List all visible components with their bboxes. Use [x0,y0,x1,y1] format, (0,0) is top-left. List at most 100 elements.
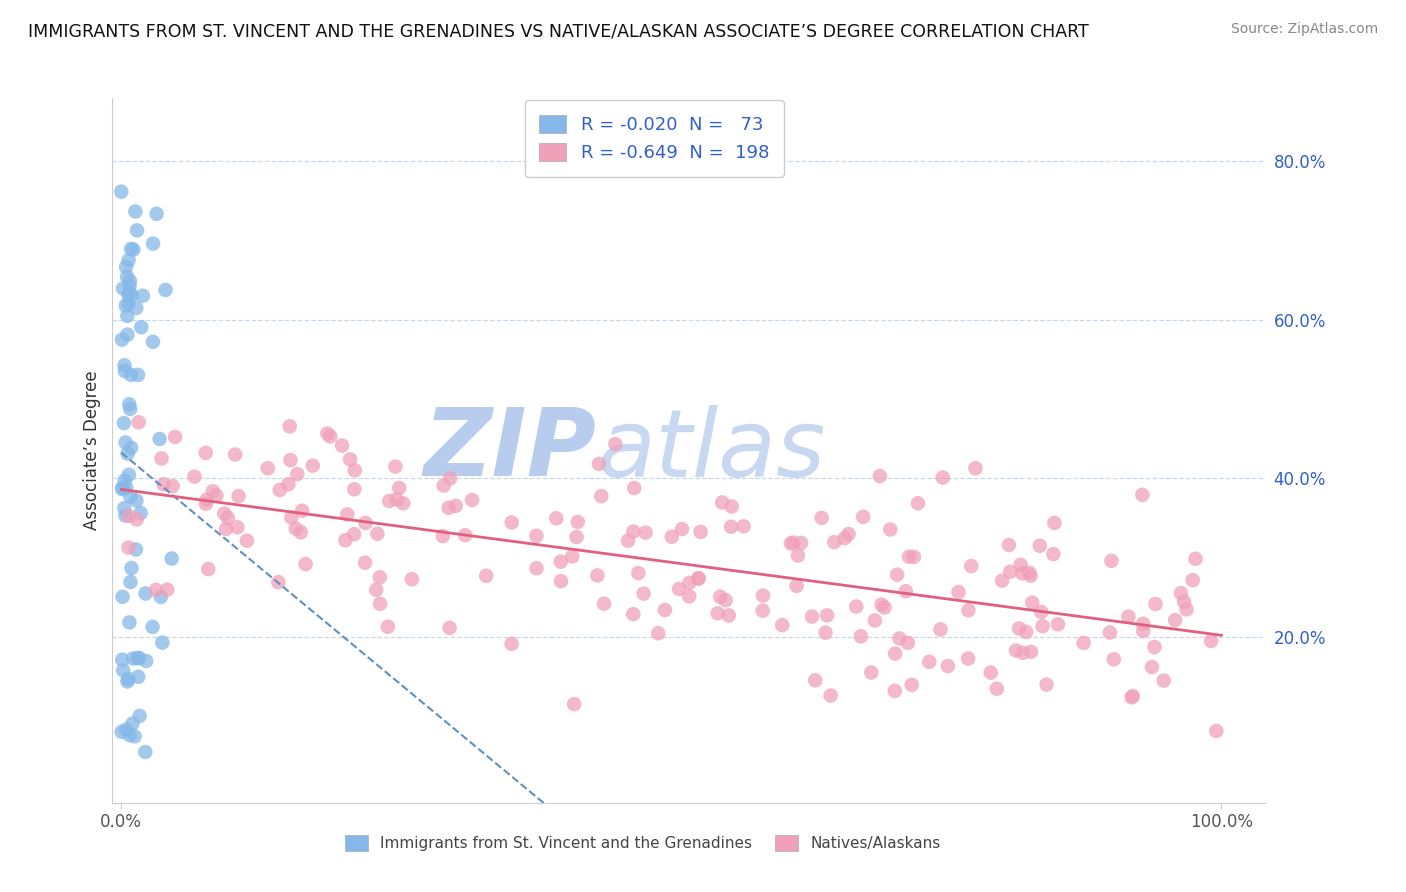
Point [150,635,173,649]
Point [114,359,136,373]
Point [115,481,138,495]
Point [194,446,217,460]
Point [889,632,911,646]
Point [160,551,183,566]
Point [894,584,917,599]
Point [627,566,650,580]
Point [117,327,139,342]
Point [1008,622,1031,636]
Point [149,432,172,446]
Point [385,492,408,507]
Point [1011,566,1033,581]
Point [125,301,148,315]
Point [860,665,883,680]
Point [711,495,734,509]
Point [114,435,136,450]
Point [779,536,801,550]
Point [957,603,980,617]
Point [444,499,467,513]
Point [183,469,205,483]
Point [124,204,146,219]
Point [1073,636,1095,650]
Point [689,524,711,539]
Point [873,600,896,615]
Point [720,519,742,533]
Point [461,493,484,508]
Point [205,488,228,502]
Point [869,469,891,483]
Point [567,515,589,529]
Point [565,530,588,544]
Point [1132,616,1154,631]
Point [1144,597,1167,611]
Point [142,620,165,634]
Point [454,528,477,542]
Point [647,626,669,640]
Point [118,728,141,742]
Point [110,185,132,199]
Text: Source: ZipAtlas.com: Source: ZipAtlas.com [1230,22,1378,37]
Point [290,525,312,540]
Point [1029,539,1052,553]
Point [1019,645,1042,659]
Point [120,441,142,455]
Point [804,673,827,688]
Point [591,489,613,503]
Point [770,618,793,632]
Point [814,625,837,640]
Point [117,309,139,323]
Point [501,516,523,530]
Point [621,607,644,622]
Point [960,559,983,574]
Point [127,368,149,382]
Point [125,542,148,557]
Point [319,429,342,443]
Point [1181,573,1204,587]
Point [786,579,808,593]
Point [879,523,901,537]
Point [720,500,742,514]
Point [256,461,278,475]
Point [1031,605,1053,619]
Point [162,479,184,493]
Point [586,568,609,582]
Point [128,415,150,429]
Point [155,283,177,297]
Point [354,516,377,530]
Point [384,459,406,474]
Point [852,509,875,524]
Point [114,474,136,488]
Point [368,597,391,611]
Point [366,526,388,541]
Point [343,463,366,477]
Point [135,586,157,600]
Point [801,609,824,624]
Point [709,590,731,604]
Point [112,281,135,295]
Point [678,590,700,604]
Point [278,419,301,434]
Point [343,483,366,497]
Point [654,603,676,617]
Point [128,709,150,723]
Point [112,501,135,516]
Point [142,236,165,251]
Point [1102,652,1125,666]
Point [291,504,314,518]
Point [617,533,640,548]
Point [717,608,740,623]
Point [112,663,135,677]
Point [267,575,290,590]
Point [1175,602,1198,616]
Point [886,567,908,582]
Point [1205,723,1227,738]
Point [226,520,249,534]
Point [214,507,236,521]
Point [195,492,218,507]
Point [401,572,423,586]
Point [1199,634,1222,648]
Point [1035,677,1057,691]
Point [1122,689,1144,703]
Point [124,729,146,743]
Y-axis label: Associate’s Degree: Associate’s Degree [83,371,101,530]
